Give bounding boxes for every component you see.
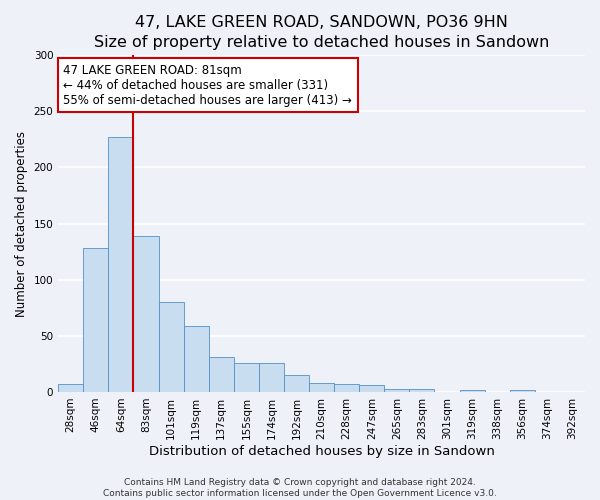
Bar — [385, 388, 409, 392]
Bar — [309, 383, 334, 392]
Title: 47, LAKE GREEN ROAD, SANDOWN, PO36 9HN
Size of property relative to detached hou: 47, LAKE GREEN ROAD, SANDOWN, PO36 9HN S… — [94, 15, 549, 50]
Bar — [58, 384, 83, 392]
Bar — [334, 384, 359, 392]
Y-axis label: Number of detached properties: Number of detached properties — [15, 130, 28, 316]
Bar — [284, 375, 309, 392]
X-axis label: Distribution of detached houses by size in Sandown: Distribution of detached houses by size … — [149, 444, 494, 458]
Bar — [510, 390, 535, 392]
Bar — [83, 248, 109, 392]
Bar — [460, 390, 485, 392]
Bar — [209, 357, 234, 392]
Text: 47 LAKE GREEN ROAD: 81sqm
← 44% of detached houses are smaller (331)
55% of semi: 47 LAKE GREEN ROAD: 81sqm ← 44% of detac… — [64, 64, 352, 106]
Bar — [133, 236, 158, 392]
Bar — [158, 302, 184, 392]
Text: Contains HM Land Registry data © Crown copyright and database right 2024.
Contai: Contains HM Land Registry data © Crown c… — [103, 478, 497, 498]
Bar — [259, 363, 284, 392]
Bar — [234, 363, 259, 392]
Bar — [409, 388, 434, 392]
Bar — [184, 326, 209, 392]
Bar — [359, 385, 385, 392]
Bar — [109, 137, 133, 392]
